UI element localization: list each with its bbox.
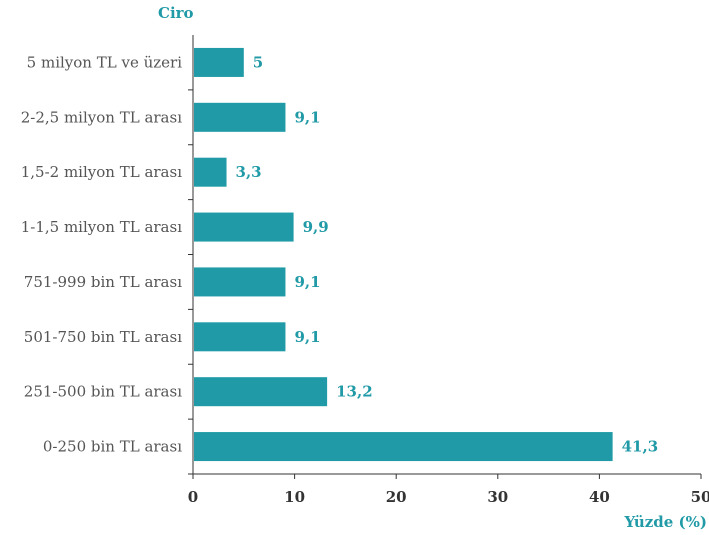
x-tick-label: 50 (691, 488, 709, 506)
bar-value-label: 9,1 (294, 328, 320, 346)
category-label: 1-1,5 milyon TL arası (21, 218, 182, 236)
bar (194, 102, 286, 132)
category-label: 501-750 bin TL arası (24, 328, 182, 346)
bar (194, 322, 286, 352)
x-tick-label: 40 (589, 488, 610, 506)
category-label: 2-2,5 milyon TL arası (21, 108, 182, 126)
category-label: 1,5-2 milyon TL arası (21, 163, 182, 181)
x-tick-label: 0 (188, 488, 198, 506)
x-axis-title: Yüzde (%) (623, 513, 707, 531)
bar-value-label: 9,9 (303, 218, 329, 236)
bar (194, 157, 227, 187)
category-label: 751-999 bin TL arası (24, 273, 182, 291)
bar (194, 432, 613, 462)
bar-value-label: 41,3 (622, 438, 659, 456)
category-label: 251-500 bin TL arası (24, 383, 182, 401)
bar (194, 377, 328, 407)
x-tick-label: 20 (386, 488, 407, 506)
category-label: 0-250 bin TL arası (43, 438, 182, 456)
bar-value-label: 13,2 (336, 383, 373, 401)
bar-value-label: 9,1 (294, 108, 320, 126)
bar-value-label: 3,3 (236, 163, 262, 181)
bar (194, 267, 286, 297)
bar (194, 212, 294, 242)
y-axis-title: Ciro (158, 4, 194, 22)
bar-value-label: 9,1 (294, 273, 320, 291)
category-label: 5 milyon TL ve üzeri (27, 53, 183, 71)
bar (194, 47, 244, 77)
x-tick-label: 30 (487, 488, 508, 506)
bar-value-label: 5 (253, 53, 263, 71)
x-tick-label: 10 (284, 488, 305, 506)
